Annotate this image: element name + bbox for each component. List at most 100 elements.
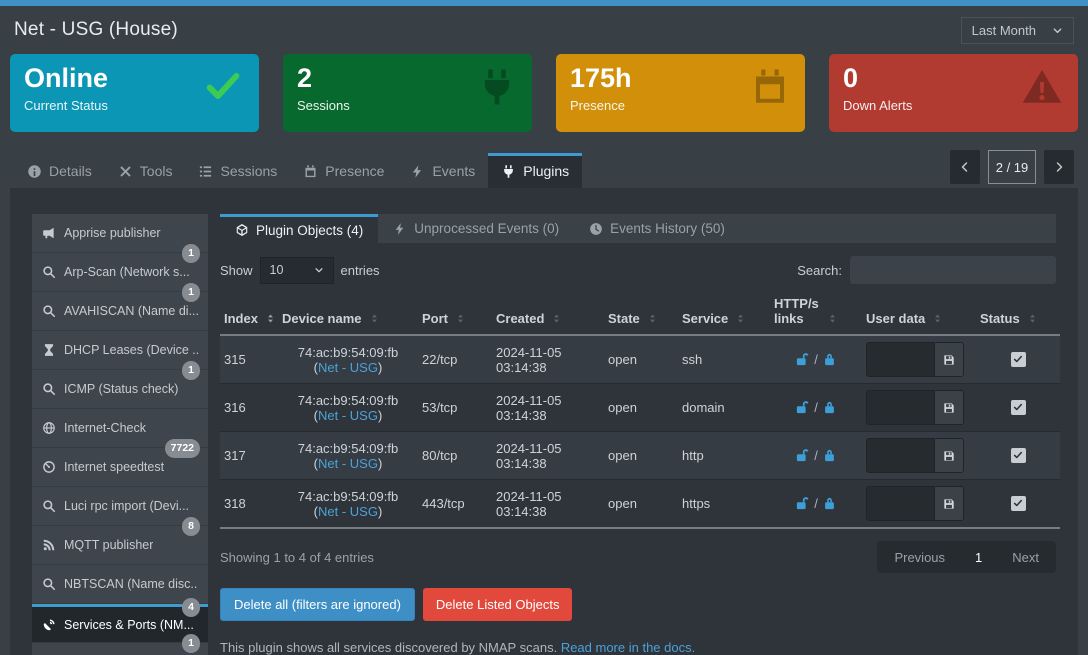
top-accent-strip	[0, 0, 1088, 6]
save-icon	[942, 449, 956, 463]
card-current-status: Online Current Status	[10, 54, 259, 132]
sidebar-item-luci-rpc-import[interactable]: Luci rpc import (Devi...	[32, 487, 208, 526]
sidebar-item-nslookup[interactable]: 1 NSLOOKUP (Name di...	[32, 634, 208, 655]
tab-label: Plugins	[523, 163, 570, 179]
sidebar-item-apprise-publisher[interactable]: Apprise publisher	[32, 214, 208, 253]
sidebar-item-mqtt-publisher[interactable]: 8 MQTT publisher	[32, 517, 208, 565]
table-row: 315 74:ac:b9:54:09:fb (Net - USG) 22/tcp…	[220, 335, 1060, 384]
docs-link[interactable]: Read more in the docs.	[560, 640, 696, 655]
column-header-index[interactable]: Index	[220, 292, 278, 336]
ordered-list-icon	[198, 164, 213, 179]
http-unlock-icon[interactable]	[795, 496, 810, 511]
sidebar-item-dhcp-leases[interactable]: DHCP Leases (Device ...	[32, 331, 208, 370]
column-header-port[interactable]: Port	[418, 292, 492, 336]
tab-plugins[interactable]: Plugins	[488, 153, 583, 188]
period-select[interactable]: Last Month	[960, 16, 1074, 44]
tab-unprocessed-events[interactable]: Unprocessed Events (0)	[378, 214, 574, 243]
search-input[interactable]	[850, 256, 1056, 284]
column-header-state[interactable]: State	[604, 292, 678, 336]
save-user-data-button[interactable]	[934, 343, 963, 376]
chevron-down-icon	[1052, 25, 1063, 36]
delete-listed-button[interactable]: Delete Listed Objects	[422, 588, 573, 621]
status-checkbox[interactable]	[1010, 351, 1026, 367]
device-link[interactable]: Net - USG	[318, 407, 378, 423]
save-user-data-button[interactable]	[934, 439, 963, 472]
column-header-https-links[interactable]: HTTP/s links	[770, 292, 862, 336]
search-icon	[42, 577, 56, 591]
user-data-input[interactable]	[867, 343, 934, 376]
sort-icon	[646, 312, 659, 325]
next-page-button[interactable]: Next	[1012, 549, 1039, 565]
sidebar-item-internet-check[interactable]: Internet-Check	[32, 409, 208, 448]
card-label: Current Status	[24, 98, 108, 114]
tab-label: Sessions	[220, 163, 278, 179]
sidebar-item-internet-speedtest[interactable]: 7722 Internet speedtest	[32, 439, 208, 487]
http-unlock-icon[interactable]	[795, 448, 810, 463]
user-data-input[interactable]	[867, 487, 934, 520]
rss-icon	[42, 538, 56, 552]
https-lock-icon[interactable]	[822, 448, 837, 463]
sort-icon	[826, 312, 839, 325]
cell-device-name: 74:ac:b9:54:09:fb (Net - USG)	[278, 335, 418, 384]
tab-presence[interactable]: Presence	[290, 153, 397, 188]
save-user-data-button[interactable]	[934, 391, 963, 424]
entries-label: entries	[340, 262, 380, 278]
tab-plugin-objects[interactable]: Plugin Objects (4)	[220, 214, 379, 243]
speedometer-icon	[42, 460, 56, 474]
device-prev-button[interactable]	[950, 150, 980, 184]
status-checkbox[interactable]	[1010, 399, 1026, 415]
tab-events[interactable]: Events	[397, 153, 488, 188]
sidebar-item-label: DHCP Leases (Device ...	[64, 343, 198, 357]
http-unlock-icon[interactable]	[795, 400, 810, 415]
status-checkbox[interactable]	[1010, 495, 1026, 511]
column-header-created[interactable]: Created	[492, 292, 604, 336]
https-lock-icon[interactable]	[822, 400, 837, 415]
page-size-select[interactable]: 10	[259, 256, 334, 284]
column-header-service[interactable]: Service	[678, 292, 770, 336]
current-page-button[interactable]: 1	[975, 549, 983, 565]
tab-details[interactable]: Details	[14, 153, 105, 188]
user-data-input[interactable]	[867, 439, 934, 472]
sort-icon	[1026, 312, 1039, 325]
status-checkbox[interactable]	[1010, 447, 1026, 463]
tab-events-history[interactable]: Events History (50)	[574, 214, 740, 243]
http-unlock-icon[interactable]	[795, 352, 810, 367]
cell-created: 2024-11-05 03:14:38	[496, 392, 562, 423]
tab-tools[interactable]: Tools	[105, 153, 186, 188]
column-header-status[interactable]: Status	[976, 292, 1060, 336]
https-lock-icon[interactable]	[822, 352, 837, 367]
sort-icon	[454, 312, 467, 325]
cell-status	[976, 335, 1060, 384]
plug-icon	[501, 164, 516, 179]
sidebar-item-services-ports[interactable]: 4 Services & Ports (NM...	[32, 598, 208, 643]
device-link[interactable]: Net - USG	[318, 359, 378, 375]
chevron-left-icon	[959, 161, 971, 173]
action-buttons: Delete all (filters are ignored) Delete …	[220, 588, 1056, 621]
delete-all-button[interactable]: Delete all (filters are ignored)	[220, 588, 415, 621]
cell-service: ssh	[682, 352, 703, 367]
search-icon	[42, 499, 56, 513]
user-data-input[interactable]	[867, 391, 934, 424]
tab-sessions[interactable]: Sessions	[185, 153, 290, 188]
bolt-icon	[393, 222, 407, 236]
previous-page-button[interactable]: Previous	[894, 549, 946, 565]
tab-label: Plugin Objects (4)	[256, 222, 364, 238]
sidebar-item-icmp[interactable]: 1 ICMP (Status check)	[32, 361, 208, 409]
sidebar-item-arp-scan[interactable]: 1 Arp-Scan (Network s...	[32, 244, 208, 292]
plugin-objects-table: Index Device name Port Created State Ser…	[220, 292, 1060, 529]
https-lock-icon[interactable]	[822, 496, 837, 511]
cell-state: open	[608, 496, 637, 511]
device-link[interactable]: Net - USG	[318, 503, 378, 519]
save-user-data-button[interactable]	[934, 487, 963, 520]
device-link[interactable]: Net - USG	[318, 455, 378, 471]
check-icon	[1013, 354, 1023, 364]
column-header-device-name[interactable]: Device name	[278, 292, 418, 336]
sidebar-item-nbtscan[interactable]: NBTSCAN (Name disc...	[32, 565, 208, 604]
table-footer: Showing 1 to 4 of 4 entries Previous 1 N…	[220, 541, 1056, 573]
column-header-user-data[interactable]: User data	[862, 292, 976, 336]
sidebar-item-avahiscan[interactable]: 1 AVAHISCAN (Name di...	[32, 283, 208, 331]
card-value: 2	[297, 63, 313, 93]
device-next-button[interactable]	[1044, 150, 1074, 184]
sort-icon	[550, 312, 563, 325]
search-icon	[42, 382, 56, 396]
